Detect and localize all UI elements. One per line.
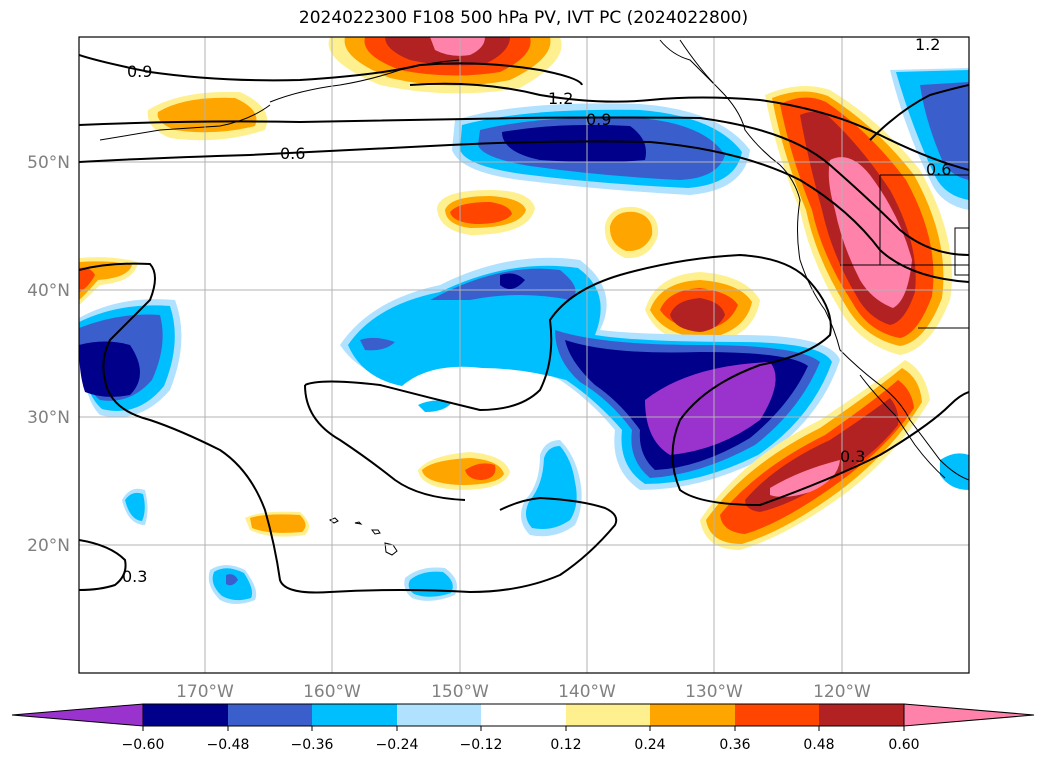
colorbar-tick-label: −0.12	[460, 737, 503, 753]
colorbar-segment	[397, 704, 481, 726]
colorbar-segment	[228, 704, 312, 726]
lat-tick-labels: 50°N 40°N 30°N 20°N	[27, 153, 70, 556]
contour-label: 0.6	[280, 144, 305, 163]
contour-0.6	[79, 140, 969, 283]
colorbar-extend-low	[11, 703, 144, 727]
colorbar-segment	[819, 704, 904, 726]
colorbar-tick-label: 0.12	[550, 737, 581, 753]
contour-labels: 0.9 1.2 0.9 0.6 0.3 0.3 1.2 0.6	[122, 35, 951, 586]
colorbar-tick-label: −0.48	[207, 737, 250, 753]
colorbar-segment	[481, 704, 566, 726]
coastlines	[99, 39, 969, 556]
contour-0.3-loop	[304, 253, 969, 507]
map-frame	[78, 36, 970, 674]
lon-tick-label: 140°W	[558, 682, 616, 702]
contour-label: 0.3	[840, 447, 865, 466]
lat-tick-label: 30°N	[27, 408, 70, 428]
lon-tick-labels: 170°W 160°W 150°W 140°W 130°W 120°W	[176, 682, 871, 702]
lon-tick-label: 160°W	[303, 682, 361, 702]
contour-label: 1.2	[548, 89, 573, 108]
contour-label: 0.3	[122, 567, 147, 586]
contour-0.3-sw	[79, 539, 127, 591]
lat-tick-label: 20°N	[27, 536, 70, 556]
contour-1.2	[409, 82, 969, 171]
colorbar-segment	[650, 704, 735, 726]
colorbar-segment	[312, 704, 397, 726]
colorbar-tick-label: 0.24	[634, 737, 665, 753]
contour-label: 1.2	[915, 35, 940, 54]
contour-0.9-mid	[79, 116, 969, 256]
hawaii-islands	[328, 517, 398, 556]
pv-anomaly-shading	[79, 37, 969, 604]
pv-contours	[79, 54, 969, 594]
contour-label: 0.9	[127, 62, 152, 81]
lon-tick-label: 130°W	[685, 682, 743, 702]
colorbar-tick-label: 0.48	[803, 737, 834, 753]
contour-0.9-north	[79, 54, 583, 86]
contour-label: 0.6	[926, 160, 951, 179]
colorbar-tick-label: −0.36	[291, 737, 334, 753]
contour-1.2-ne	[869, 84, 969, 141]
colorbar: −0.60 −0.48 −0.36 −0.24 −0.12 0.12 0.24 …	[11, 703, 1035, 753]
colorbar-segment	[143, 704, 228, 726]
lat-tick-label: 40°N	[27, 281, 70, 301]
gridlines	[79, 37, 969, 673]
aleutians	[99, 104, 271, 141]
baja-coast	[859, 374, 946, 479]
us-state-borders	[840, 174, 969, 329]
colorbar-segment	[566, 704, 650, 726]
north-america-coast	[679, 39, 969, 481]
colorbar-tick-label: −0.24	[376, 737, 419, 753]
lon-tick-label: 150°W	[431, 682, 489, 702]
contour-0.3-west	[79, 262, 618, 594]
colorbar-segment	[735, 704, 819, 726]
colorbar-tick-label: 0.36	[719, 737, 750, 753]
lon-tick-label: 170°W	[176, 682, 234, 702]
lon-tick-label: 120°W	[813, 682, 871, 702]
map-title: 2024022300 F108 500 hPa PV, IVT PC (2024…	[298, 8, 749, 28]
colorbar-extend-high	[903, 703, 1035, 727]
colorbar-tick-label: 0.60	[888, 737, 919, 753]
colorbar-tick-label: −0.60	[122, 737, 165, 753]
contour-label: 0.9	[586, 110, 611, 129]
lat-tick-label: 50°N	[27, 153, 70, 173]
